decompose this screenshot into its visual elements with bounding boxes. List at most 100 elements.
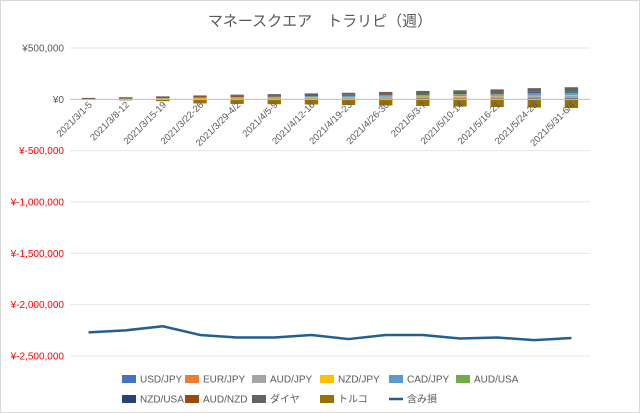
legend-label: CAD/JPY	[407, 375, 450, 386]
bar-segment	[564, 97, 579, 98]
line-series-path	[88, 324, 572, 342]
legend-label: AUD/USA	[474, 375, 519, 386]
bar-segment	[156, 96, 170, 98]
bar-segment	[490, 96, 504, 98]
x-tick-labels: 2021/3/1-52021/3/8-122021/3/15-192021/3/…	[55, 100, 578, 149]
bar-segment	[267, 98, 281, 100]
bar-segment	[453, 94, 467, 97]
bar-segment	[341, 97, 356, 99]
bar-segment	[379, 98, 393, 99]
bar-segment	[490, 97, 504, 99]
bar-segment	[230, 95, 244, 97]
y-tick-label: ¥-2,000,000	[10, 300, 65, 311]
bar-segment	[81, 97, 96, 99]
bar-segment	[527, 92, 541, 94]
y-tick-label: ¥-1,000,000	[10, 198, 65, 209]
bar-segment	[453, 93, 467, 95]
bar-segment	[379, 95, 393, 97]
bar-segment	[416, 94, 430, 96]
bar-segment	[267, 94, 281, 96]
bar-segment	[416, 90, 430, 94]
bar-segment	[453, 98, 467, 100]
bar-segment	[379, 94, 393, 96]
bar-segment	[341, 98, 356, 99]
y-tick-label: ¥-2,500,000	[10, 352, 65, 363]
bar-segment	[490, 92, 504, 94]
bar-segment	[490, 92, 504, 94]
bar-segment	[304, 96, 319, 98]
bar-segment	[267, 97, 281, 99]
legend-label: トルコ	[338, 395, 368, 406]
bar-segment	[193, 99, 207, 104]
bar-segment	[267, 97, 281, 99]
bar-segment	[156, 97, 170, 98]
bar-segment	[453, 93, 467, 94]
bar-segment	[341, 95, 356, 96]
bar-segment	[341, 94, 356, 96]
bar-segment	[564, 97, 579, 100]
legend: USD/JPY EUR/JPY AUD/JPY NZD/JPY CAD/JPY AUD/U…	[122, 375, 519, 406]
bar-segment	[453, 94, 467, 95]
legend-swatch	[456, 375, 470, 383]
bar-segment	[564, 91, 579, 92]
bar-segment	[156, 98, 170, 99]
bar-segment	[490, 95, 504, 97]
legend-swatch	[252, 395, 266, 403]
bar-segment	[304, 97, 319, 98]
bar-segment	[490, 94, 504, 96]
bar-segment	[453, 99, 467, 107]
bar-segment	[267, 96, 281, 98]
bar-segment	[527, 97, 541, 99]
bar-segment	[379, 91, 393, 95]
bar-segment	[193, 96, 207, 98]
bar-segment	[453, 96, 467, 97]
legend-label: 含み損	[407, 393, 437, 406]
bar-segment	[119, 97, 133, 98]
bar-segment	[527, 96, 541, 98]
bar-segment	[156, 97, 170, 99]
bar-segment	[156, 99, 170, 102]
bar-segment	[230, 99, 244, 104]
y-tick-label: ¥-500,000	[18, 146, 64, 157]
bar-segment	[379, 97, 393, 99]
legend-label: AUD/NZD	[203, 395, 247, 406]
bar-segment	[193, 97, 207, 98]
bar-segment	[416, 99, 430, 107]
bar-segment	[416, 93, 430, 95]
bar-segment	[379, 99, 393, 106]
legend-swatch	[185, 375, 199, 383]
legend-label: NZD/USA	[140, 395, 184, 406]
bar-segment	[564, 91, 579, 93]
bar-segment	[527, 91, 541, 93]
bar-segment	[230, 98, 244, 100]
bar-segment	[490, 93, 504, 95]
y-tick-label: ¥0	[52, 95, 65, 106]
bar-segment	[304, 95, 319, 97]
bar-segment	[564, 93, 579, 96]
bar-segment	[379, 94, 393, 95]
bar-segment	[341, 92, 356, 95]
bar-segment	[193, 97, 207, 99]
bar-segment	[379, 96, 393, 98]
legend-swatch	[185, 395, 199, 403]
y-tick-label: ¥-1,500,000	[10, 249, 65, 260]
bar-segment	[267, 96, 281, 97]
gridlines	[70, 47, 590, 357]
legend-label: USD/JPY	[140, 375, 183, 386]
bar-segment	[453, 90, 467, 94]
bar-segment	[304, 93, 319, 96]
bar-segment	[490, 98, 504, 100]
x-tick-label: 2021/4/5-9	[240, 100, 280, 140]
legend-swatch	[320, 375, 334, 383]
bar-segment	[341, 97, 356, 98]
bar-segment	[564, 99, 579, 109]
bar-segment	[267, 99, 281, 105]
bar-segment	[230, 96, 244, 98]
legend-label: EUR/JPY	[203, 375, 246, 386]
bar-segment	[119, 97, 133, 99]
bar-segment	[453, 97, 467, 99]
y-axis: ¥500,000 ¥0 ¥-500,000 ¥-1,000,000 ¥-1,500,00…	[10, 44, 65, 363]
bar-segment	[341, 99, 356, 105]
bar-segment	[564, 92, 579, 94]
